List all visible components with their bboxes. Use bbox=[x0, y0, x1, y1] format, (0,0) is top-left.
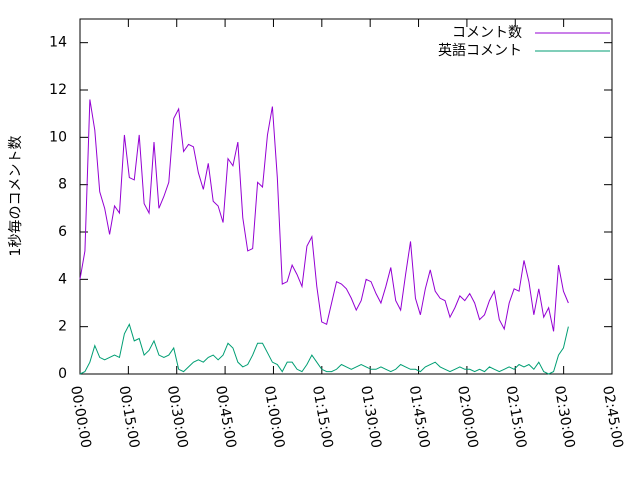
x-tick-label: 00:15:00 bbox=[115, 385, 142, 450]
y-tick-label: 12 bbox=[49, 82, 67, 98]
y-tick-label: 0 bbox=[58, 366, 67, 382]
x-tick-label: 01:45:00 bbox=[406, 385, 433, 450]
x-tick-label: 00:00:00 bbox=[67, 385, 94, 450]
x-tick-label: 00:30:00 bbox=[164, 385, 191, 450]
line-series bbox=[79, 99, 569, 332]
y-tick-label: 14 bbox=[49, 35, 67, 51]
x-tick-label: 01:00:00 bbox=[261, 385, 288, 450]
x-tick-label: 00:45:00 bbox=[212, 385, 239, 450]
y-axis-label: 1秒毎のコメント数 bbox=[8, 136, 24, 257]
y-tick-label: 4 bbox=[58, 271, 67, 287]
plot-frame bbox=[79, 18, 613, 375]
x-tick-label: 02:15:00 bbox=[502, 385, 529, 450]
y-tick-label: 8 bbox=[58, 177, 67, 193]
x-tick-label: 02:45:00 bbox=[599, 385, 626, 450]
y-tick-label: 2 bbox=[58, 319, 67, 335]
x-tick-label: 02:30:00 bbox=[551, 385, 578, 450]
legend-label: 英語コメント bbox=[438, 42, 522, 59]
x-tick-label: 02:00:00 bbox=[454, 385, 481, 450]
x-tick-label: 01:30:00 bbox=[357, 385, 384, 450]
legend-label: コメント数 bbox=[452, 25, 522, 41]
line-series bbox=[79, 322, 569, 375]
y-tick-label: 6 bbox=[58, 224, 67, 240]
y-tick-label: 10 bbox=[49, 129, 67, 145]
x-tick-label: 01:15:00 bbox=[309, 385, 336, 450]
